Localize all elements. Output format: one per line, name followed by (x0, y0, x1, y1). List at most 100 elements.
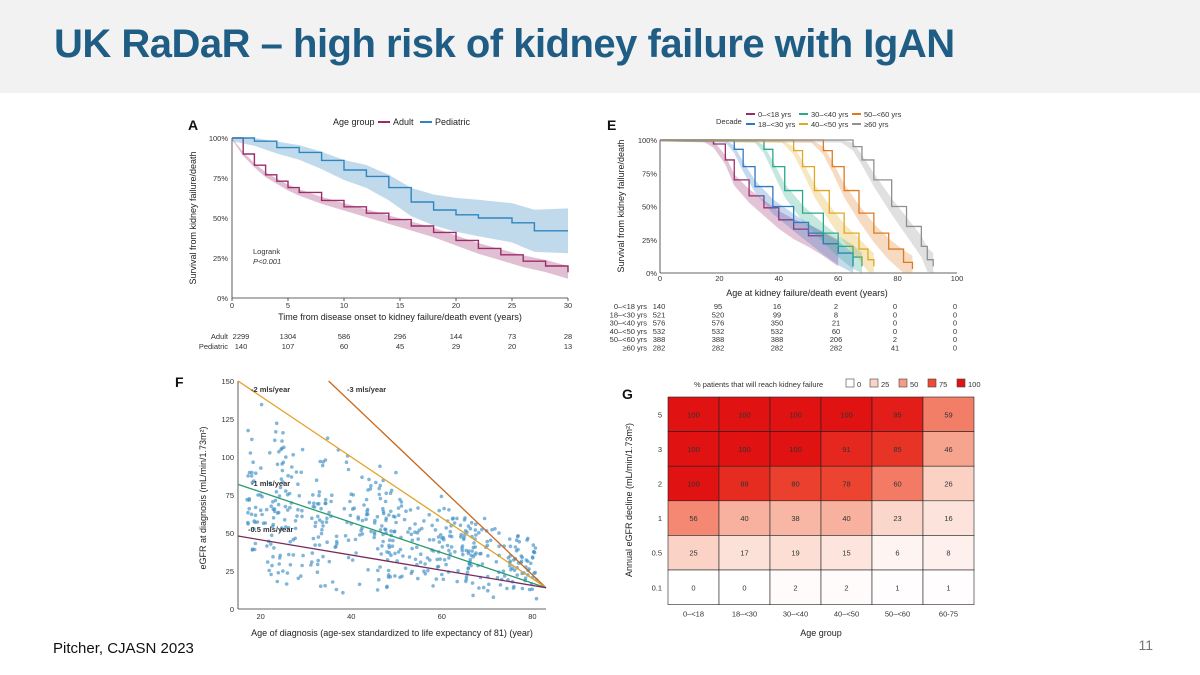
scatter-point (458, 523, 463, 528)
risk-value: 1304 (280, 332, 297, 341)
scatter-point (447, 534, 452, 538)
y-tick-label: 50% (213, 214, 228, 223)
risk-value: 20 (508, 342, 516, 351)
citation: Pitcher, CJASN 2023 (53, 640, 194, 657)
scatter-point (252, 527, 256, 531)
scatter-point (520, 586, 525, 591)
heatmap-cell (667, 396, 720, 432)
risk-row-label: 40–<50 yrs (610, 327, 648, 336)
scatter-point (315, 570, 320, 574)
scatter-point (247, 497, 252, 501)
risk-value: 140 (235, 342, 248, 351)
risk-row-label: Pediatric (199, 342, 228, 351)
scatter-point (359, 528, 363, 533)
scatter-point (435, 518, 440, 522)
scatter-point (311, 536, 316, 541)
scatter-point (293, 536, 298, 541)
risk-value: 532 (771, 327, 784, 336)
scatter-point (252, 479, 256, 483)
y-category-label: 2 (658, 480, 662, 489)
series-line (660, 139, 863, 267)
scatter-point (470, 581, 475, 585)
scatter-point (248, 451, 253, 455)
heatmap-cell (718, 431, 771, 467)
scatter-point (269, 542, 273, 546)
scatter-point (377, 486, 382, 491)
scatter-point (389, 529, 393, 533)
scatter-point (442, 537, 446, 542)
scatter-point (265, 544, 269, 548)
y-tick-label: 75% (642, 169, 657, 178)
scatter-point (253, 513, 258, 517)
risk-value: 282 (830, 344, 843, 353)
scatter-point (410, 546, 414, 551)
scatter-point (523, 576, 528, 580)
scatter-point (438, 533, 443, 537)
scatter-point (512, 568, 517, 573)
risk-value: 532 (653, 327, 666, 336)
x-category-label: 18–<30 (732, 610, 757, 619)
heatmap-value: 17 (740, 549, 748, 558)
scatter-point (474, 533, 478, 537)
y-axis-label: Annual eGFR decline (mL/min/1.73m²) (624, 423, 634, 577)
scatter-point (384, 491, 389, 496)
scatter-point (269, 504, 274, 509)
heatmap-cell (718, 569, 771, 605)
scatter-point (330, 493, 334, 498)
scatter-point (269, 533, 274, 538)
scatter-point (393, 551, 397, 556)
scatter-point (408, 526, 412, 531)
heatmap-value: 100 (840, 410, 853, 419)
confidence-band (232, 138, 568, 279)
scatter-point (464, 548, 469, 553)
heatmap-cell (667, 500, 720, 536)
risk-value: 576 (653, 319, 666, 328)
series-line (660, 139, 854, 267)
y-tick-label: 100 (221, 453, 234, 462)
scatter-point (464, 577, 469, 581)
x-tick-label: 30 (564, 301, 572, 310)
scatter-point (387, 538, 392, 542)
legend-swatch (845, 378, 855, 388)
scatter-point (466, 566, 471, 571)
heatmap-value: 25 (689, 549, 697, 558)
scatter-point (334, 587, 339, 592)
reference-line-label: -2 mls/year (251, 385, 290, 394)
legend-label: 0–<18 yrs (758, 110, 791, 119)
scatter-point (364, 497, 369, 502)
scatter-point (469, 553, 474, 558)
scatter-point (426, 568, 430, 573)
x-axis-label: Age at kidney failure/death event (years… (726, 288, 888, 298)
scatter-point (265, 560, 270, 564)
scatter-point (442, 506, 446, 511)
heatmap-value: 56 (689, 514, 697, 523)
scatter-point (321, 524, 325, 528)
scatter-point (423, 571, 428, 576)
heatmap-cell (922, 535, 975, 571)
scatter-point (313, 520, 318, 525)
scatter-point (255, 520, 260, 524)
heatmap-value: 100 (687, 445, 700, 454)
scatter-point (387, 543, 391, 548)
risk-value: 144 (450, 332, 463, 341)
scatter-point (497, 544, 501, 549)
scatter-point (471, 545, 476, 550)
scatter-point (320, 520, 325, 524)
heatmap-value: 89 (740, 480, 748, 489)
scatter-point (286, 473, 290, 478)
risk-value: 140 (653, 302, 666, 311)
scatter-point (508, 564, 512, 568)
scatter-point (317, 490, 322, 494)
risk-value: 45 (396, 342, 404, 351)
scatter-point (367, 477, 371, 482)
scatter-point (386, 573, 391, 577)
scatter-point (398, 497, 402, 502)
scatter-point (480, 562, 485, 566)
scatter-point (396, 513, 401, 517)
heatmap-value: 19 (791, 549, 799, 558)
x-axis-label: Time from disease onset to kidney failur… (278, 312, 522, 322)
scatter-point (440, 545, 445, 549)
scatter-point (444, 562, 448, 567)
legend-label: 50 (910, 380, 918, 389)
scatter-point (365, 512, 370, 516)
